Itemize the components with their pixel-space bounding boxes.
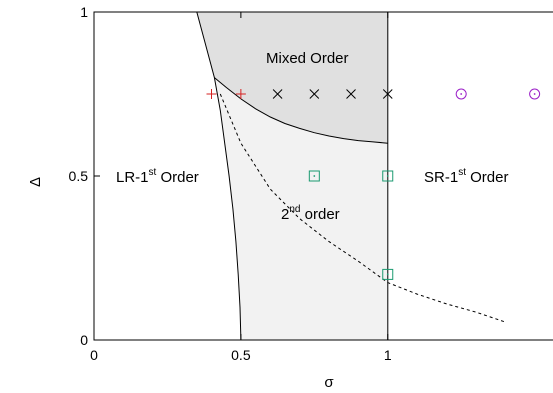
data-point-square-dot: [308, 170, 320, 182]
region-label-sr-first: SR-1st Order: [424, 167, 508, 186]
y-axis-label: Δ: [27, 177, 44, 187]
region-second: [214, 77, 388, 340]
markers-layer: [206, 88, 541, 280]
data-point-circle-dot: [529, 88, 541, 100]
data-point-cross: [346, 89, 356, 99]
region-mixed: [196, 12, 388, 144]
regions-layer: [196, 12, 388, 340]
data-point-plus: [235, 89, 246, 99]
x-axis-label: σ: [324, 374, 334, 391]
ticks-layer: 0 0.5 1 0 0.5 1: [69, 4, 392, 363]
x-tick-label: 0.5: [231, 347, 251, 363]
y-tick-label: 0.5: [69, 168, 89, 184]
dashed-curve: [219, 93, 506, 323]
data-point-circle-dot: [455, 88, 467, 100]
region-label-lr-first: LR-1st Order: [116, 167, 199, 186]
x-tick-label: 0: [90, 347, 98, 363]
data-point-cross: [272, 89, 283, 99]
y-tick-label: 0: [80, 332, 88, 348]
data-point-cross: [309, 89, 320, 99]
data-point-square-dot: [382, 268, 394, 280]
x-tick-label: 1: [384, 347, 392, 363]
data-point-square-dot: [382, 170, 394, 182]
region-label-second: 2nd order: [281, 204, 340, 223]
lr-boundary-curve: [196, 11, 242, 341]
region-label-mixed: Mixed Order: [266, 50, 349, 67]
data-point-cross: [382, 89, 393, 99]
data-point-plus: [206, 89, 217, 99]
y-tick-label: 1: [80, 4, 88, 20]
